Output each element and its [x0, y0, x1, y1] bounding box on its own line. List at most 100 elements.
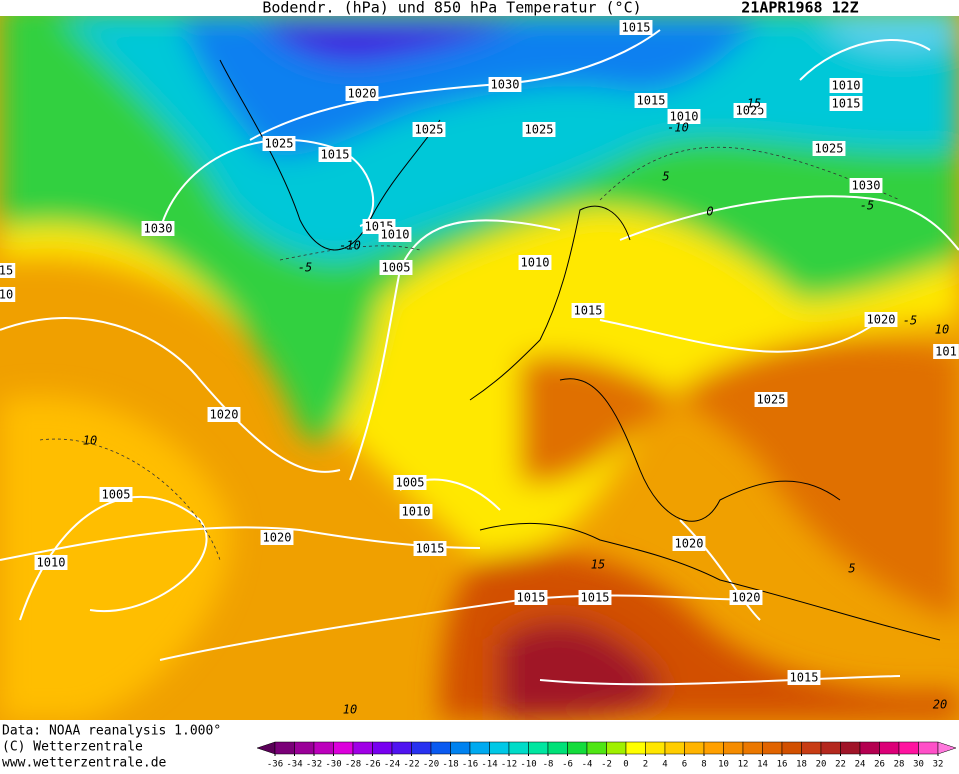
isobar-label-box: [393, 475, 427, 490]
legend-swatch: [547, 741, 568, 755]
isobar-label: 1010: [521, 256, 550, 270]
legend-tick-label: 2: [643, 760, 648, 770]
legend-swatch: [469, 741, 490, 755]
isotherm-label: 0: [706, 205, 713, 219]
legend-tick-label: 8: [701, 760, 706, 770]
legend-swatch: [742, 741, 763, 755]
isobar-label: 1030: [852, 179, 881, 193]
isotherm-label: 10: [935, 323, 949, 337]
legend-swatch: [586, 741, 607, 755]
isobar-label-box: [733, 103, 767, 118]
legend-tick-label: -36: [267, 760, 283, 770]
isobar-label-box: [518, 255, 552, 270]
isobar-label: 1030: [491, 78, 520, 92]
legend-tick-label: 24: [855, 760, 866, 770]
isotherms: [39, 146, 901, 561]
legend-swatch: [918, 741, 939, 755]
isobar-label-box: [667, 109, 701, 124]
legend-tick-label: 6: [682, 760, 687, 770]
legend-swatch: [781, 741, 802, 755]
legend-swatch: [762, 741, 783, 755]
isobar-label-box: [571, 303, 605, 318]
isobar-label-box: [412, 122, 446, 137]
isobar-label-box: [829, 78, 863, 93]
legend-swatch: [430, 741, 451, 755]
legend-tick-label: 16: [777, 760, 788, 770]
isobar-label: 1025: [415, 123, 444, 137]
isobar-label: 1025: [815, 142, 844, 156]
isotherm-label: 5: [848, 562, 855, 576]
isobar-label: 1010: [37, 556, 66, 570]
legend-swatch: [567, 741, 588, 755]
isobar-label: 1025: [265, 137, 294, 151]
isobar-label: 1010: [670, 110, 699, 124]
isobar-label: 1015: [574, 304, 603, 318]
isobar-label: 1010: [402, 505, 431, 519]
isobar-label: 1015: [517, 591, 546, 605]
legend-tick-label: -16: [462, 760, 478, 770]
isotherm-label: -10: [339, 239, 361, 253]
legend-swatch: [528, 741, 549, 755]
isobar-label-box: [514, 590, 548, 605]
isobar-label: 1015: [581, 591, 610, 605]
footer-url: www.wetterzentrale.de: [2, 756, 167, 771]
isobar-label: 1020: [263, 531, 292, 545]
isobar-label-box: [812, 141, 846, 156]
legend-tick-label: 32: [933, 760, 944, 770]
isobar-label-box: [933, 344, 959, 359]
legend-tick-label: -20: [423, 760, 439, 770]
legend-swatch: [411, 741, 432, 755]
legend-swatch: [372, 741, 393, 755]
legend-tick-label: -18: [442, 760, 458, 770]
legend-swatch: [664, 741, 685, 755]
legend-tick-label: -22: [403, 760, 419, 770]
legend-tick-label: -26: [364, 760, 380, 770]
legend-tick-label: -12: [501, 760, 517, 770]
isotherm-label: 10: [83, 434, 97, 448]
isotherm-label: 5: [662, 170, 669, 184]
isobar-label: 1020: [867, 313, 896, 327]
legend-arrow-left: [256, 741, 276, 755]
legend-swatch: [703, 741, 724, 755]
isobar-label: 1015: [622, 21, 651, 35]
legend-tick-label: 0: [623, 760, 628, 770]
isobar-label-box: [99, 487, 133, 502]
isobar-label: 1015: [416, 542, 445, 556]
isobar-label: 1025: [525, 123, 554, 137]
isobar-label-box: [413, 541, 447, 556]
isotherm-label: -5: [860, 199, 874, 213]
footer-source: Data: NOAA reanalysis 1.000°: [2, 724, 221, 739]
isobar-label: 1005: [382, 261, 411, 275]
isobar-label-box: [378, 227, 412, 242]
legend-tick-label: -28: [345, 760, 361, 770]
isobar-label-box: [754, 392, 788, 407]
map-date: 21APR1968 12Z: [741, 0, 858, 17]
isotherm-label: -5: [903, 314, 917, 328]
isobar-label: 1015: [832, 97, 861, 111]
legend-tick-label: 4: [662, 760, 667, 770]
legend-swatch: [801, 741, 822, 755]
legend-swatch: [508, 741, 529, 755]
legend-tick-label: 30: [913, 760, 924, 770]
isobar-label: 1020: [732, 591, 761, 605]
isobar-label-box: [829, 96, 863, 111]
isobar-label-box: [787, 670, 821, 685]
legend-swatch: [684, 741, 705, 755]
isotherm-label: 20: [933, 698, 947, 712]
isobar-label: 1030: [144, 222, 173, 236]
isobar-label-box: [488, 77, 522, 92]
isobar-label: 15: [0, 264, 13, 278]
isobars: [0, 29, 959, 686]
legend-tick-label: -14: [481, 760, 497, 770]
isobar-label-box: [260, 530, 294, 545]
map: [0, 16, 959, 720]
legend-swatch: [645, 741, 666, 755]
isobar-label-box: [34, 555, 68, 570]
isobar-label-box: [318, 147, 352, 162]
isobar-label-box: [141, 221, 175, 236]
legend-tick-label: 18: [796, 760, 807, 770]
legend-tick-label: 22: [835, 760, 846, 770]
legend-swatch: [723, 741, 744, 755]
isobar-label-box: [399, 504, 433, 519]
isobar-label-box: [345, 86, 379, 101]
